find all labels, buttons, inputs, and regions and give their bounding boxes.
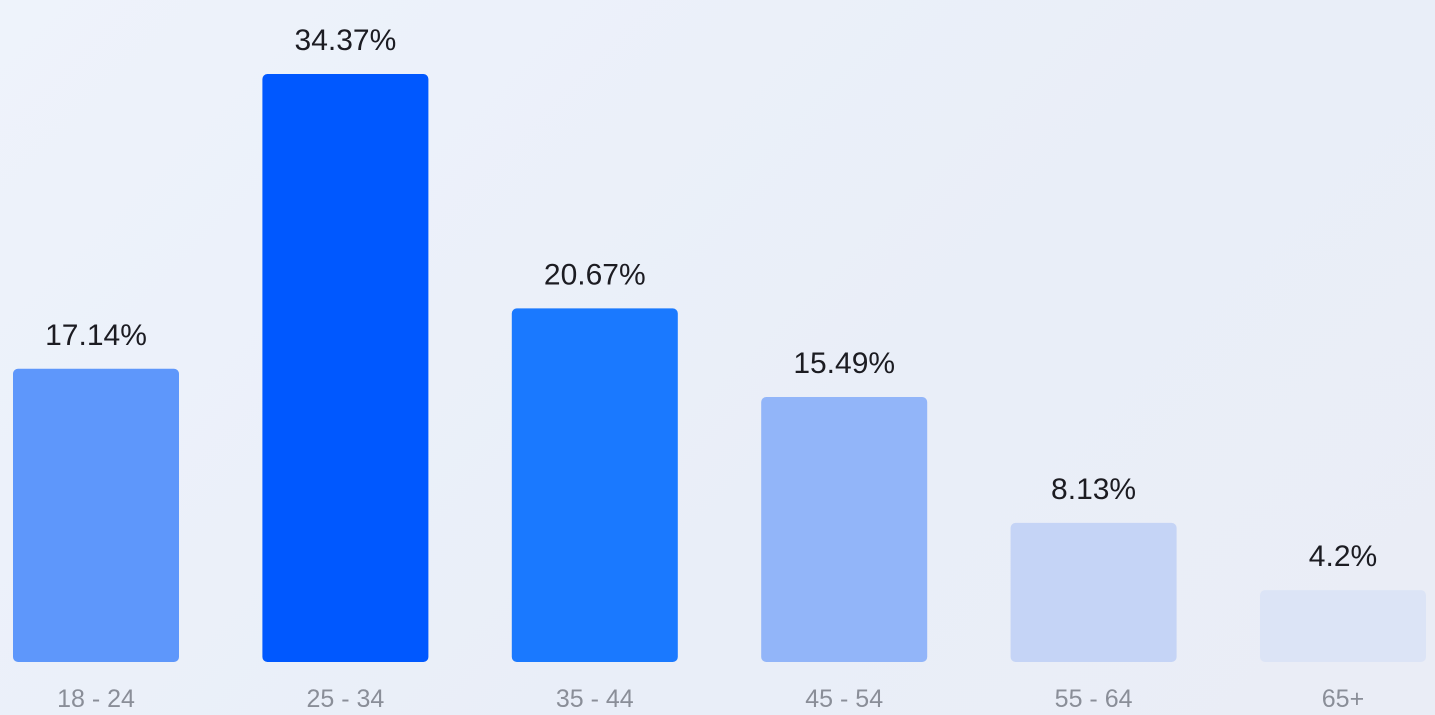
bar-1 (13, 368, 179, 662)
category-label-6: 65+ (1322, 685, 1364, 713)
value-label-5: 8.13% (1051, 473, 1136, 506)
category-label-3: 35 - 44 (556, 685, 634, 713)
bar-6 (1260, 590, 1426, 662)
category-label-2: 25 - 34 (306, 685, 384, 713)
value-labels-group: 17.14% 34.37% 20.67% 15.49% 8.13% 4.2% (45, 24, 1377, 573)
value-label-4: 15.49% (793, 347, 895, 380)
value-label-1: 17.14% (45, 319, 147, 352)
value-label-3: 20.67% (544, 258, 646, 291)
category-label-1: 18 - 24 (57, 685, 135, 713)
value-label-2: 34.37% (295, 24, 397, 57)
category-labels-group: 18 - 24 25 - 34 35 - 44 45 - 54 55 - 64 65+ (57, 685, 1364, 713)
bar-4 (761, 397, 928, 662)
value-label-6: 4.2% (1309, 540, 1377, 573)
category-label-5: 55 - 64 (1055, 685, 1133, 713)
bar-5 (1010, 522, 1177, 662)
bars-group (13, 74, 1426, 662)
bar-3 (511, 308, 678, 662)
category-label-4: 45 - 54 (805, 685, 883, 713)
bar-2 (262, 74, 429, 662)
